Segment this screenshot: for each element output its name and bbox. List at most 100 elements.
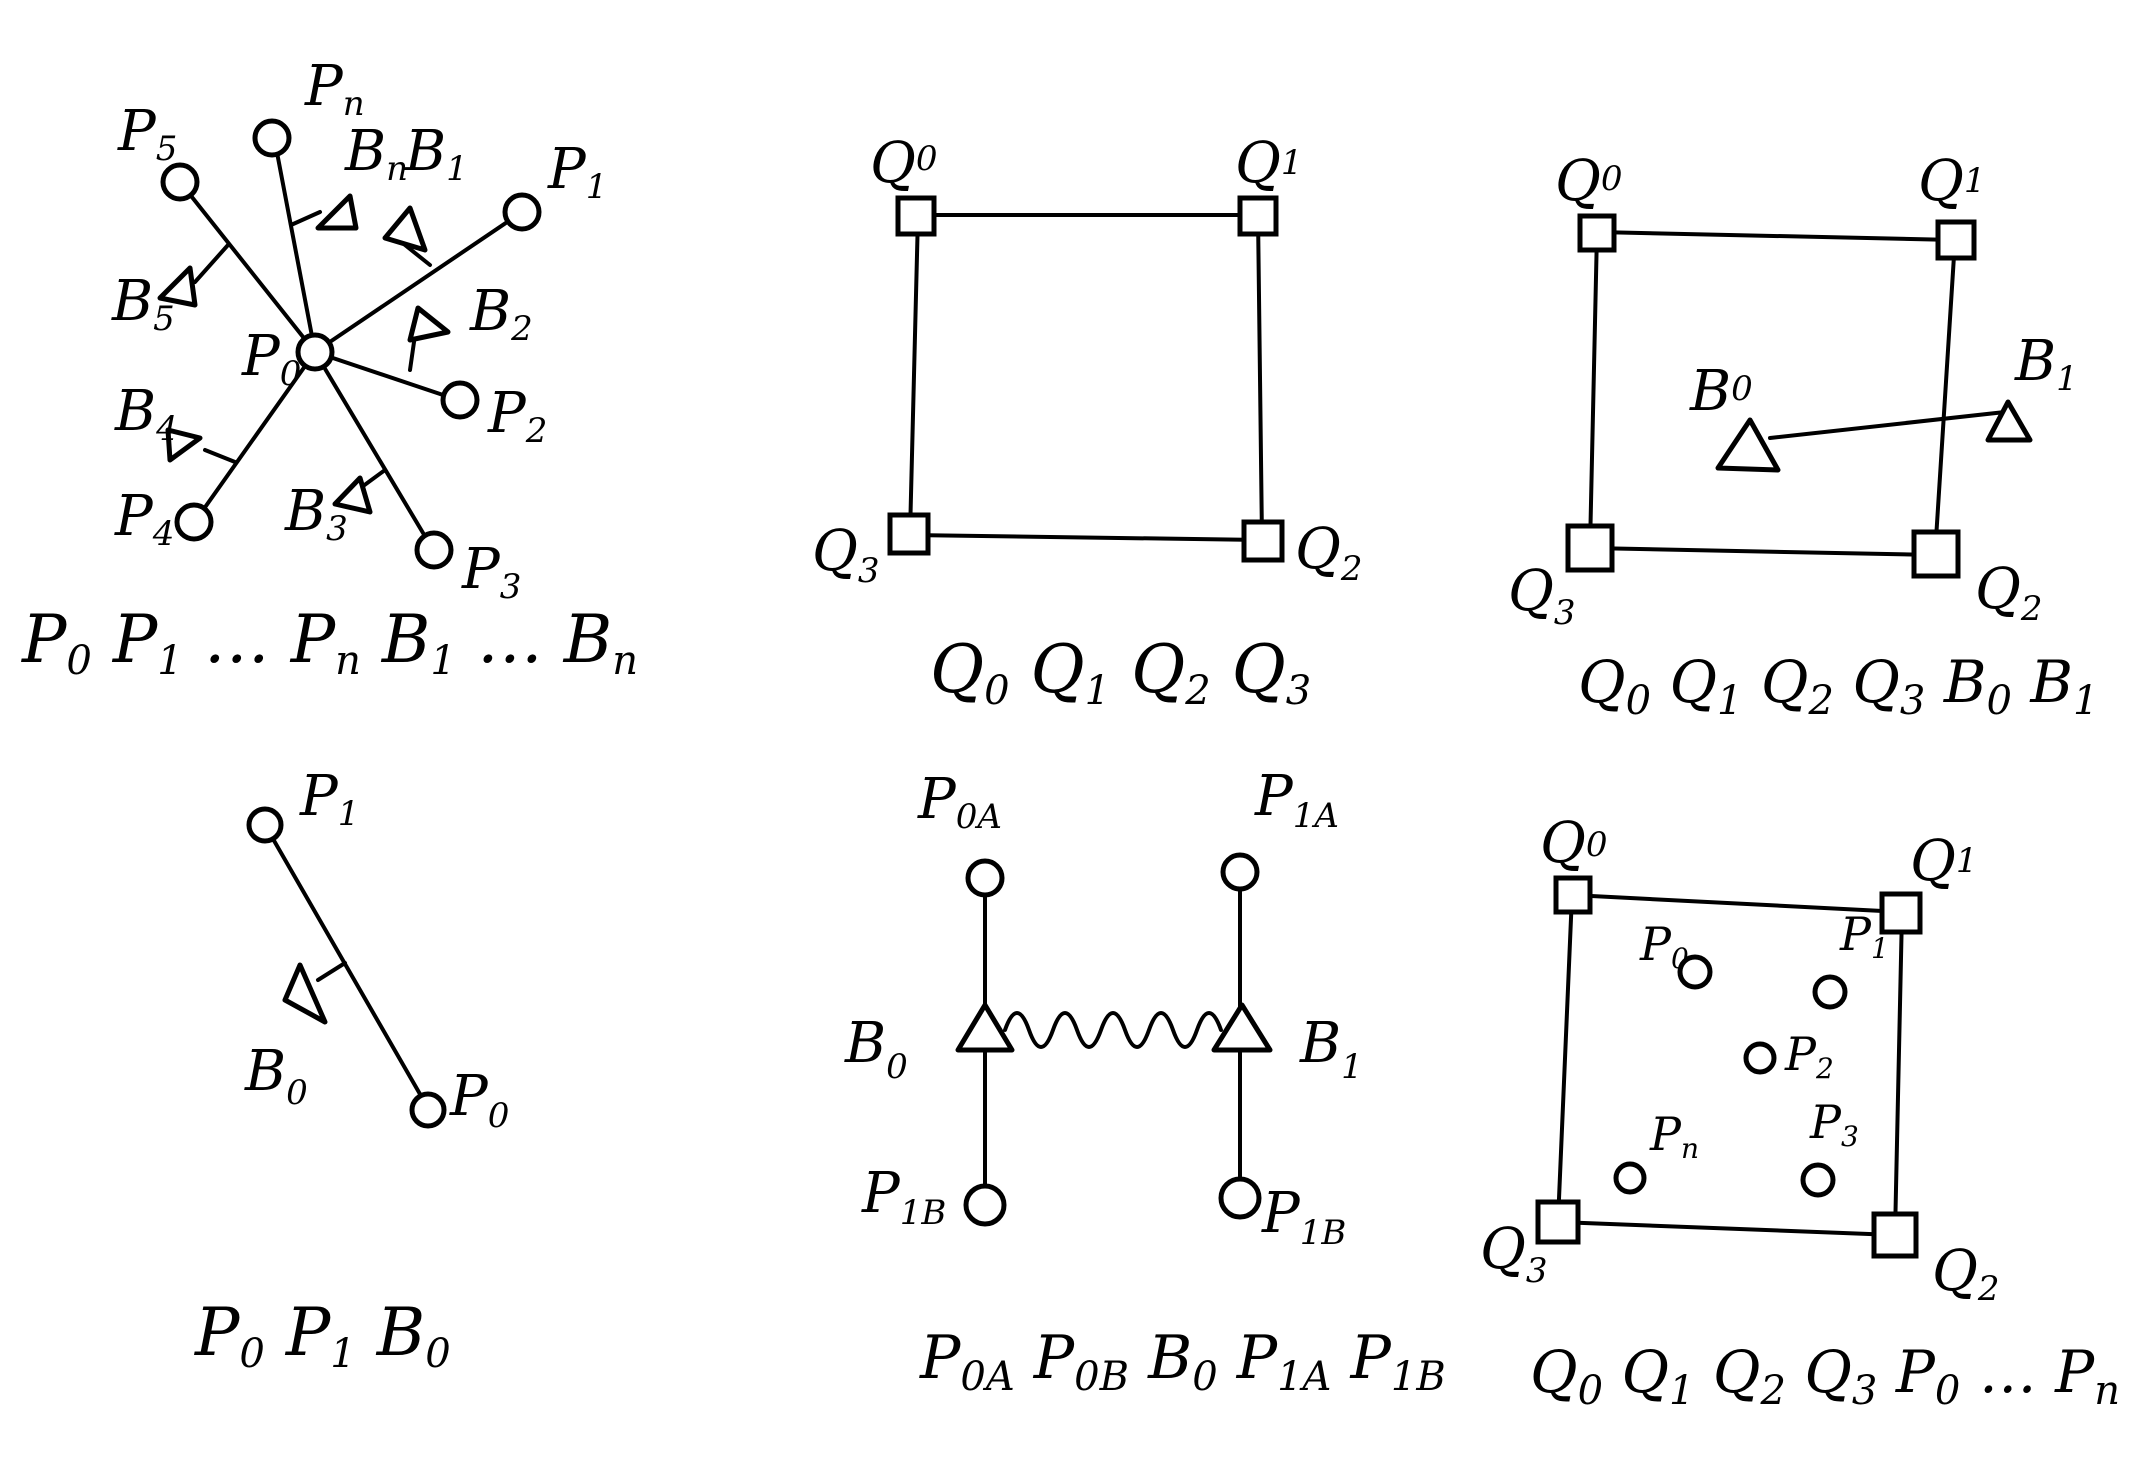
node-pn xyxy=(252,118,292,158)
label-b0: B0 xyxy=(1689,359,1753,424)
label-q3: Q3 xyxy=(1508,559,1576,633)
label-p1b-left: P1B xyxy=(861,1161,946,1233)
node-p1a xyxy=(1220,852,1260,892)
stub-b0 xyxy=(316,961,347,982)
edge-q2-q3 xyxy=(1588,546,1937,557)
edge-p0-p5 xyxy=(178,180,317,354)
label-p2: P2 xyxy=(487,381,547,451)
label-p5: P5 xyxy=(117,99,177,169)
label-pn: Pn xyxy=(1649,1107,1699,1165)
beam-b1-node xyxy=(382,205,428,253)
node-q3 xyxy=(887,512,931,556)
node-p4 xyxy=(174,502,214,542)
beam-b1-node xyxy=(1985,399,2033,443)
node-q1 xyxy=(1879,891,1923,935)
edge-b0-b1 xyxy=(1768,410,2007,440)
label-pn: Pn xyxy=(304,54,365,124)
beam-b0-node xyxy=(955,1002,1015,1053)
node-q1 xyxy=(1935,219,1977,261)
node-p1 xyxy=(502,192,542,232)
edge-p0-p3 xyxy=(313,350,434,550)
caption-spring: P0A P0B B0 P1A P1B xyxy=(919,1323,1446,1405)
label-p3: P3 xyxy=(461,537,521,607)
node-p0 xyxy=(409,1091,447,1129)
panel-square-points: Q0 Q1 Q2 Q3 P0 P1 P2 P3 Pn Q0 Q1 Q2 Q3 P… xyxy=(1480,811,2120,1418)
label-q0: Q0 xyxy=(870,131,938,196)
caption-bar: P0 P1 B0 xyxy=(194,1294,451,1383)
edge-q1-q2 xyxy=(1256,213,1264,542)
label-q0: Q0 xyxy=(1555,149,1623,214)
node-q0 xyxy=(1577,213,1617,253)
caption-square-beam: Q0 Q1 Q2 Q3 B0 B1 xyxy=(1578,648,2098,728)
label-p1: P1 xyxy=(547,137,607,207)
node-p1b-right xyxy=(1218,1176,1262,1220)
edge-q1-q2 xyxy=(1893,910,1904,1237)
label-q1: Q1 xyxy=(1918,149,1986,214)
beam-b0-node xyxy=(282,962,328,1025)
label-b1: B1 xyxy=(2014,329,2078,399)
node-pn xyxy=(1613,1161,1647,1195)
caption-square: Q0 Q1 Q2 Q3 xyxy=(930,631,1311,720)
label-p2: P2 xyxy=(1784,1027,1834,1085)
edge-q3-q0 xyxy=(1588,230,1599,550)
label-q2: Q2 xyxy=(1295,517,1363,589)
panel-bar: P1 B0 P0 P0 P1 B0 xyxy=(194,764,509,1383)
label-b0: B0 xyxy=(844,1011,908,1087)
edge-q2-q3 xyxy=(908,533,1264,542)
beam-b5-node xyxy=(157,265,198,308)
edge-q2-q3 xyxy=(1556,1220,1897,1237)
label-q2: Q2 xyxy=(1975,557,2043,629)
beam-b3-node xyxy=(332,475,373,515)
node-q1 xyxy=(1237,195,1279,237)
label-p0: P0 xyxy=(449,1064,509,1136)
node-q3 xyxy=(1565,523,1615,573)
label-b2: B2 xyxy=(469,279,533,349)
panel-square-beam: Q0 Q1 Q2 Q3 B0 B1 Q0 Q1 Q2 Q3 B0 B1 xyxy=(1508,149,2098,728)
edge-p0-pn xyxy=(273,140,317,354)
label-p1: P1 xyxy=(299,764,359,834)
edge-q1-q2 xyxy=(1933,238,1957,557)
node-p0 xyxy=(1677,954,1713,990)
label-b1: B1 xyxy=(404,119,468,189)
label-q0: Q0 xyxy=(1540,811,1608,876)
node-q3 xyxy=(1535,1199,1581,1245)
label-b0: B0 xyxy=(244,1039,308,1113)
node-q0 xyxy=(1553,875,1593,915)
node-q2 xyxy=(1911,529,1961,579)
edge-p0-p1 xyxy=(313,210,524,354)
beam-b2-node xyxy=(407,305,451,343)
node-p0a xyxy=(965,858,1005,898)
beam-b1-node xyxy=(1211,1002,1273,1053)
node-p1 xyxy=(1812,974,1848,1010)
label-p1a: P1A xyxy=(1254,764,1339,836)
label-b3: B3 xyxy=(284,479,348,549)
panel-spring: P0A P1A B0 B1 P1B P1B P0A P0B B0 P1A P1B xyxy=(844,764,1446,1405)
label-b4: B4 xyxy=(114,379,178,449)
node-p2 xyxy=(1743,1041,1777,1075)
label-p1: P1 xyxy=(1839,907,1889,965)
node-p0 xyxy=(295,332,335,372)
stub-b5 xyxy=(193,243,230,284)
label-p3: P3 xyxy=(1809,1095,1859,1153)
node-q0 xyxy=(895,195,937,237)
label-q3: Q3 xyxy=(812,519,880,591)
node-p5 xyxy=(160,162,200,202)
label-q3: Q3 xyxy=(1480,1217,1548,1291)
label-p0: P0 xyxy=(1639,917,1689,975)
beam-b4-node xyxy=(165,427,203,463)
node-p2 xyxy=(440,380,480,420)
node-p3 xyxy=(1800,1162,1836,1198)
stub-b1 xyxy=(403,243,432,267)
label-p0a: P0A xyxy=(917,767,1002,837)
node-q2 xyxy=(1871,1211,1919,1259)
caption-square-points: Q0 Q1 Q2 Q3 P0 … Pn xyxy=(1530,1338,2120,1418)
edge-p0-p4 xyxy=(194,350,317,522)
spring xyxy=(1003,1011,1223,1049)
edge-p1-p0 xyxy=(263,823,430,1110)
label-q1: Q1 xyxy=(1910,829,1978,894)
edge-q0-q1 xyxy=(1595,230,1957,242)
panel-square: Q0 Q1 Q2 Q3 Q0 Q1 Q2 Q3 xyxy=(812,131,1363,720)
stub-bn xyxy=(289,210,322,227)
node-p1b-left xyxy=(963,1183,1007,1227)
label-b1: B1 xyxy=(1299,1011,1363,1087)
